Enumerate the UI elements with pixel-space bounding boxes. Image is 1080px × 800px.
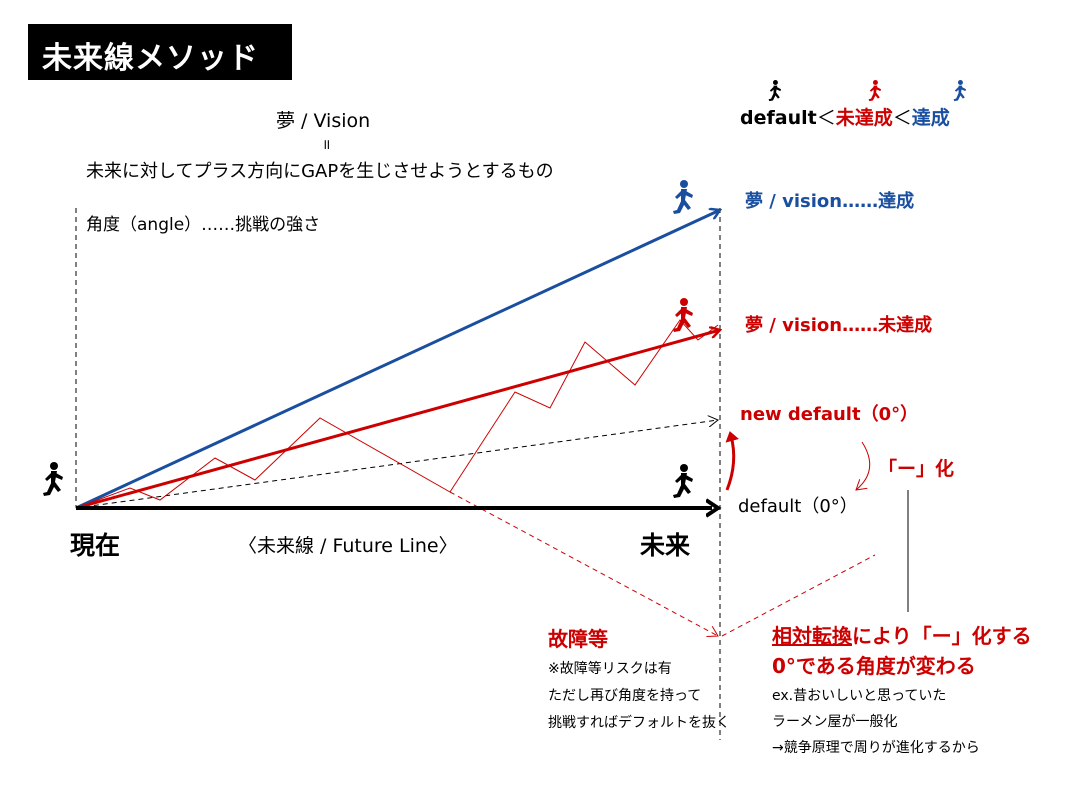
- upgrade-curved-arrow: [725, 431, 740, 491]
- legend-lt-2: ＜: [892, 107, 912, 129]
- relative-example-2: ラーメン屋が一般化: [772, 714, 898, 730]
- page-title: 未来線メソッド: [42, 41, 259, 76]
- vision-achieved-label: 夢 / vision……達成: [745, 191, 915, 212]
- relative-example-1: ex.昔おいしいと思っていた: [772, 688, 947, 704]
- relative-keyword: 相対転換: [772, 624, 852, 648]
- new-default-label: new default（0°）: [740, 404, 919, 425]
- relative-title-line2: 0°である角度が変わる: [772, 654, 976, 678]
- failure-title: 故障等: [548, 627, 608, 651]
- vision-unachieved-line: [75, 330, 720, 510]
- legend-row: default＜未達成＜達成: [740, 107, 950, 130]
- generalize-label: 「ー」化: [878, 458, 955, 480]
- legend-achieved: 達成: [911, 107, 950, 129]
- failure-note-2: ただし再び角度を持って: [548, 688, 702, 704]
- equals-sign: ॥: [322, 137, 331, 153]
- vision-definition: 未来に対してプラス方向にGAPを生じさせようとするもの: [86, 161, 554, 182]
- vision-heading: 夢 / Vision: [276, 110, 371, 132]
- recovery-dashed-line: [721, 554, 876, 637]
- new-default-dashed-line: [75, 420, 718, 509]
- legend-runner-icon-blue: [953, 80, 967, 102]
- present-label: 現在: [70, 531, 121, 560]
- future-label: 未来: [640, 531, 691, 560]
- relative-title-rest: により「ー」化する: [852, 624, 1032, 648]
- future-line-label: 〈未来線 / Future Line〉: [238, 535, 458, 557]
- vision-unachieved-label: 夢 / vision……未達成: [745, 315, 933, 336]
- runner-icon-blue: [673, 180, 693, 214]
- legend-runner-icon-red: [868, 80, 882, 102]
- legend-runner-icons: [768, 80, 967, 102]
- legend-unachieved: 未達成: [835, 107, 893, 129]
- vision-achieved-line: [75, 210, 720, 510]
- relative-example-3: →競争原理で周りが進化するから: [772, 740, 980, 756]
- generalize-curved-arrow: [856, 441, 871, 490]
- failure-note-3: 挑戦すればデフォルトを抜く: [548, 715, 730, 731]
- runner-icon-present: [43, 462, 63, 496]
- zigzag-progress-path: [75, 319, 719, 509]
- failure-dashed-arrow: [449, 491, 718, 636]
- legend-runner-icon-black: [768, 80, 782, 102]
- legend-lt-1: ＜: [816, 107, 836, 129]
- title-box: 未来線メソッド: [28, 24, 292, 80]
- relative-title-line1: 相対転換により「ー」化する: [772, 625, 1032, 648]
- angle-note: 角度（angle）……挑戦の強さ: [86, 215, 321, 235]
- default-label: default（0°）: [738, 496, 858, 517]
- legend-default: default: [740, 107, 817, 129]
- failure-note-1: ※故障等リスクは有: [548, 661, 672, 677]
- runner-icon-future: [673, 464, 693, 498]
- runner-icon-red: [673, 298, 693, 332]
